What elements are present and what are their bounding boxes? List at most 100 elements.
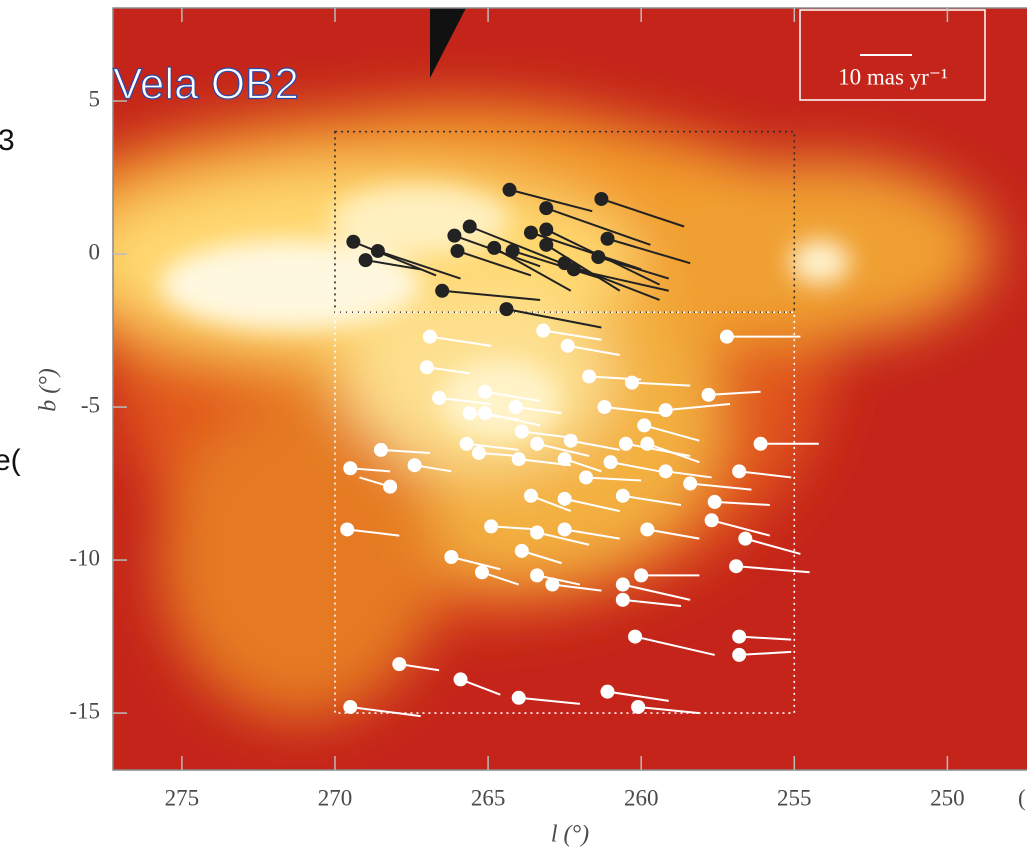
proper-motion-vector	[380, 448, 430, 454]
star	[530, 436, 545, 451]
star	[523, 225, 538, 240]
star	[530, 525, 545, 540]
star	[358, 253, 373, 268]
region-box	[334, 311, 796, 714]
star	[478, 384, 493, 399]
proper-motion-vector	[601, 198, 685, 228]
star	[563, 433, 578, 448]
star	[444, 550, 459, 565]
star	[499, 302, 514, 317]
star	[392, 657, 407, 672]
star	[471, 445, 486, 460]
star	[539, 237, 554, 252]
star	[373, 442, 388, 457]
proper-motion-vector	[536, 531, 590, 546]
x-tick-label: 260	[624, 785, 659, 810]
proper-motion-vector	[484, 412, 541, 427]
star	[707, 494, 722, 509]
star	[591, 250, 606, 265]
star	[597, 400, 612, 415]
star	[539, 222, 554, 237]
proper-motion-vector	[429, 335, 492, 347]
x-axis-label: l (°)	[551, 822, 589, 848]
proper-motion-vector	[352, 240, 437, 277]
proper-motion-vector	[545, 207, 651, 246]
proper-motion-vector	[634, 635, 715, 656]
star	[658, 464, 673, 479]
proper-motion-vector	[631, 381, 691, 387]
sky-image	[113, 8, 1027, 770]
star	[484, 519, 499, 534]
proper-motion-vector	[536, 574, 581, 586]
star	[508, 400, 523, 415]
proper-motion-vector	[598, 256, 670, 280]
proper-motion-vector	[647, 528, 700, 540]
star	[511, 452, 526, 467]
star	[545, 577, 560, 592]
proper-motion-vector	[690, 482, 752, 491]
proper-motion-vector	[643, 424, 700, 442]
proper-motion-vector	[646, 442, 700, 464]
star	[557, 522, 572, 537]
chart-title: Vela OB2	[113, 60, 299, 109]
x-tick-label: 255	[777, 785, 812, 810]
proper-motion-vector	[665, 402, 731, 412]
star	[637, 418, 652, 433]
proper-motion-vector	[377, 250, 461, 280]
proper-motion-vector	[543, 329, 602, 341]
scale-box	[799, 9, 986, 101]
proper-motion-vector	[457, 250, 532, 277]
star	[505, 243, 520, 258]
star	[658, 403, 673, 418]
star	[615, 592, 630, 607]
star	[462, 406, 477, 421]
y-tick-label: -10	[69, 545, 100, 570]
star	[600, 231, 615, 246]
star	[582, 369, 597, 384]
star	[474, 565, 489, 580]
star	[511, 690, 526, 705]
proper-motion-vector	[745, 537, 801, 555]
star	[340, 522, 355, 537]
proper-motion-vector	[567, 344, 620, 357]
star	[557, 491, 572, 506]
proper-motion-vector	[665, 470, 712, 479]
cropped-text: (	[1018, 785, 1026, 810]
star	[729, 559, 744, 574]
proper-motion-vector	[711, 519, 771, 537]
proper-motion-vector	[604, 406, 660, 415]
y-tick-label: -15	[69, 698, 100, 723]
proper-motion-vector	[506, 308, 602, 329]
x-tick-label: 275	[165, 785, 200, 810]
star	[530, 568, 545, 583]
proper-motion-vector	[622, 583, 691, 601]
proper-motion-vector	[622, 494, 682, 506]
star	[419, 360, 434, 375]
proper-motion-vector	[512, 250, 602, 280]
proper-motion-vector	[466, 442, 519, 451]
star	[594, 191, 609, 206]
cropped-text: e(	[0, 444, 21, 477]
star	[422, 329, 437, 344]
proper-motion-vector	[586, 476, 642, 482]
star	[523, 488, 538, 503]
proper-motion-vector	[573, 268, 669, 292]
proper-motion-vector	[552, 583, 602, 592]
star	[738, 531, 753, 546]
proper-motion-vector	[515, 406, 562, 415]
proper-motion-vector	[564, 528, 620, 540]
proper-motion-vector	[347, 528, 400, 537]
star	[719, 329, 734, 344]
y-tick-label: 0	[89, 239, 101, 264]
proper-motion-vector	[530, 494, 572, 513]
proper-motion-vector	[518, 696, 581, 705]
y-axis-label: b (°)	[36, 368, 62, 412]
star	[603, 455, 618, 470]
star	[539, 201, 554, 216]
x-tick-label: 270	[318, 785, 353, 810]
proper-motion-vector	[365, 259, 421, 271]
star	[432, 390, 447, 405]
proper-motion-vector	[521, 430, 571, 439]
